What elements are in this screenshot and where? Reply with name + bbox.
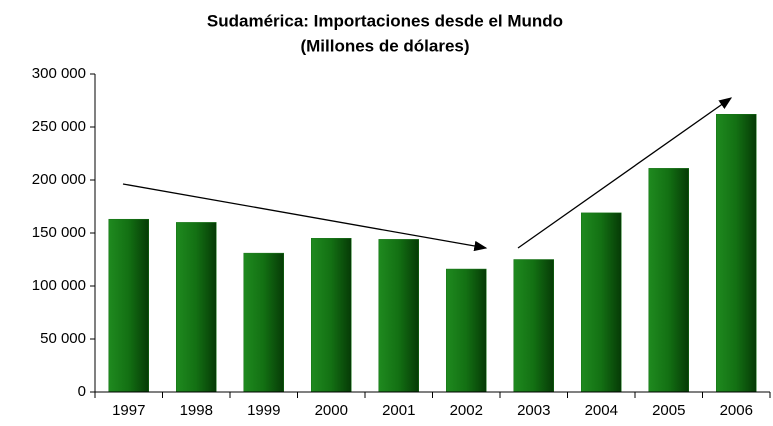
bar [243, 252, 284, 393]
x-tick-label: 2000 [315, 402, 348, 419]
y-tick-label: 250 000 [32, 118, 86, 135]
y-tick-label: 300 000 [32, 65, 86, 82]
bar [446, 268, 487, 393]
y-tick-label: 50 000 [40, 330, 86, 347]
chart-subtitle: (Millones de dólares) [300, 36, 469, 55]
bar [513, 259, 554, 393]
y-tick-label: 100 000 [32, 277, 86, 294]
x-tick-label: 2004 [585, 402, 618, 419]
x-tick-label: 2003 [517, 402, 550, 419]
x-tick-label: 2002 [450, 402, 483, 419]
x-tick-label: 2006 [720, 402, 753, 419]
x-tick-label: 1998 [180, 402, 213, 419]
bar [378, 239, 419, 393]
trend-arrow [517, 97, 733, 249]
chart-title: Sudamérica: Importaciones desde el Mundo [207, 11, 563, 30]
bar [311, 238, 352, 393]
bar [648, 168, 689, 393]
trend-arrow [122, 183, 488, 252]
y-tick-label: 200 000 [32, 171, 86, 188]
x-tick-label: 2001 [382, 402, 415, 419]
x-tick-label: 1997 [112, 402, 145, 419]
bar [108, 218, 149, 393]
x-tick-label: 2005 [652, 402, 685, 419]
bar [716, 114, 757, 393]
bar [581, 212, 622, 393]
bar [176, 222, 217, 393]
y-tick-label: 0 [78, 383, 86, 400]
y-tick-label: 150 000 [32, 224, 86, 241]
x-tick-label: 1999 [247, 402, 280, 419]
